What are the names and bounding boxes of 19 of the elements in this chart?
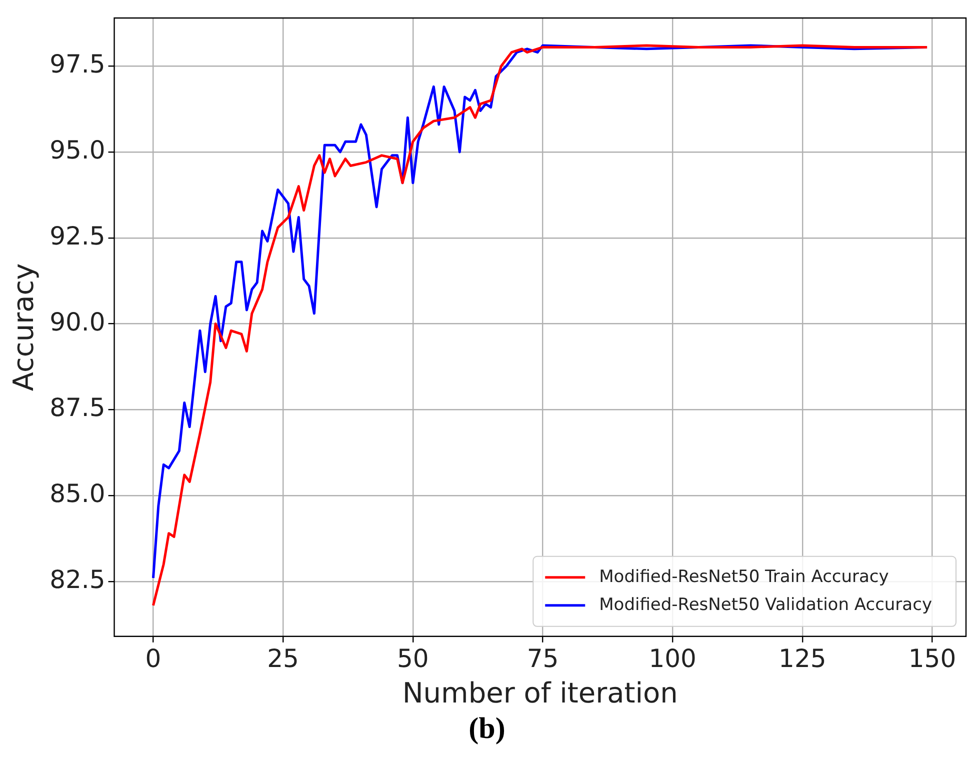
- y-tick-label: 87.5: [50, 393, 106, 422]
- x-tick-label: 50: [396, 644, 429, 673]
- x-tick-label: 125: [778, 644, 826, 673]
- y-tick-label: 82.5: [50, 564, 106, 594]
- y-tick-label: 90.0: [50, 307, 106, 336]
- text: (b): [468, 712, 506, 746]
- x-tick-label: 100: [648, 644, 696, 673]
- y-tick-label: 95.0: [50, 135, 106, 164]
- y-tick-label: 92.5: [50, 221, 106, 250]
- x-tick-label: 75: [526, 644, 559, 673]
- x-tick-label: 0: [145, 644, 162, 673]
- x-tick-label: 25: [267, 644, 299, 673]
- x-tick-label: 150: [908, 644, 956, 673]
- y-tick-label: 97.5: [50, 50, 106, 79]
- y-tick-label: 85.0: [50, 479, 106, 508]
- legend-label: Modified-ResNet50 Validation Accuracy: [599, 594, 932, 615]
- x-axis-title: Number of iteration: [402, 676, 678, 710]
- legend-label: Modified-ResNet50 Train Accuracy: [599, 566, 889, 587]
- y-axis-title: Accuracy: [7, 263, 40, 392]
